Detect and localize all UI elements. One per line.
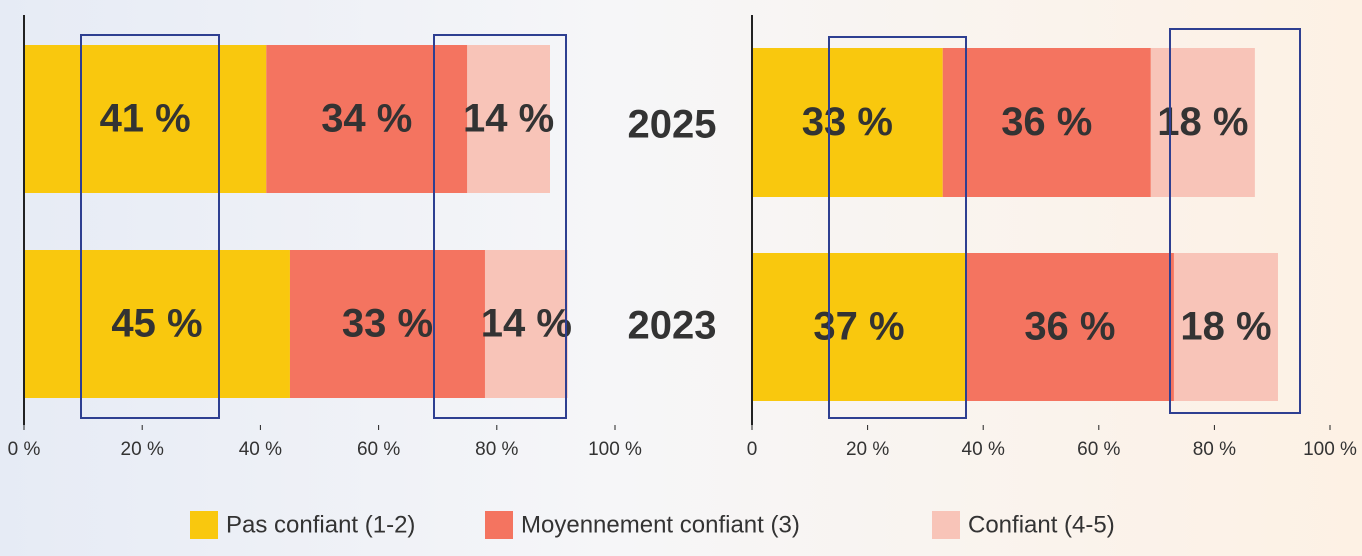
x-tick-label: 100 % [588,439,642,460]
data-label: 33 % [802,100,893,144]
x-tick-label: 80 % [1193,439,1236,460]
bar-segment [24,45,267,193]
data-label: 41 % [100,97,191,141]
bar-segment [1173,253,1278,401]
x-tick-label: 20 % [846,439,889,460]
x-tick-label: 60 % [1077,439,1120,460]
data-label: 33 % [342,302,433,346]
highlight-box [433,34,567,419]
legend-label: Pas confiant (1-2) [226,511,415,538]
data-label: 14 % [463,97,554,141]
legend-swatch [190,511,218,539]
data-label: 37 % [813,305,904,349]
highlight-box [1169,28,1301,414]
x-tick-label: 20 % [121,439,164,460]
data-label: 36 % [1024,305,1115,349]
data-label: 34 % [321,97,412,141]
x-tick-label: 40 % [239,439,282,460]
legend-label: Confiant (4-5) [968,511,1115,538]
legend-label: Moyennement confiant (3) [521,511,800,538]
bar-segment [752,48,943,197]
bar-segment [942,48,1151,197]
x-tick-label: 100 % [1303,439,1357,460]
x-tick-label: 40 % [962,439,1005,460]
bar-segment [289,250,485,398]
category-label: 2025 [628,103,717,147]
bar-segment [965,253,1174,401]
bar-segment [752,253,966,401]
bar-segment [1150,48,1255,197]
x-tick-label: 60 % [357,439,400,460]
data-label: 14 % [481,302,572,346]
x-tick-label: 0 [747,439,758,460]
x-tick-label: 80 % [475,439,518,460]
legend-swatch [485,511,513,539]
data-label: 18 % [1180,305,1271,349]
legend-swatch [932,511,960,539]
data-label: 18 % [1157,100,1248,144]
bar-segment [484,250,568,398]
bar-segment [467,45,550,193]
data-label: 45 % [111,302,202,346]
data-label: 36 % [1001,100,1092,144]
category-label: 2023 [628,304,717,348]
highlight-box [828,36,967,419]
bar-segment [24,250,290,398]
highlight-box [80,34,220,419]
x-tick-label: 0 % [8,439,41,460]
